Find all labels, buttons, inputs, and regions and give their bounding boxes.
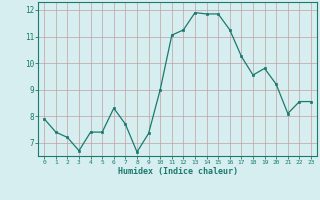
X-axis label: Humidex (Indice chaleur): Humidex (Indice chaleur) (118, 167, 238, 176)
